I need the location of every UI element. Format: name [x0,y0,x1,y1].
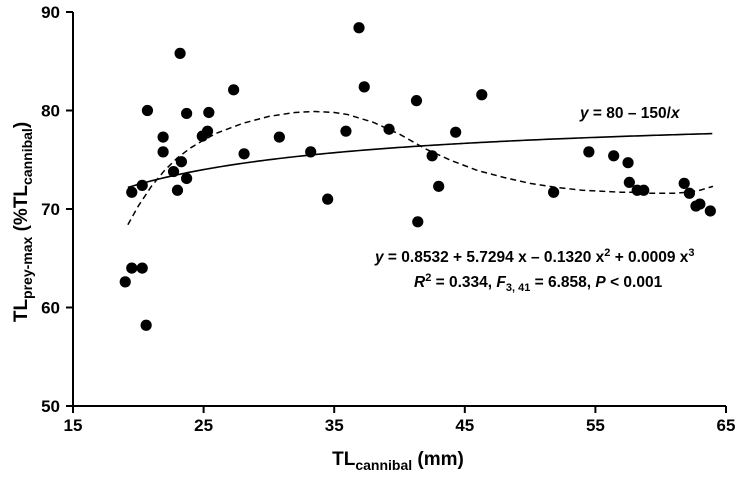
axes: 15 25 35 45 55 65 50 60 70 80 90 [41,3,735,435]
stats-p: P [595,274,606,291]
y-tick-label: 60 [41,299,60,318]
data-point [203,106,215,119]
data-point [141,104,154,117]
stats-r: R [414,274,426,291]
x-tick-label: 55 [586,416,605,435]
fit-statistics: R2 = 0.334, F3, 41 = 6.858, P < 0.001 [414,272,663,294]
x-ticks: 15 25 35 45 55 65 [64,406,736,435]
data-point [171,184,184,196]
cubic-eq-exp1: 2 [604,247,610,259]
data-point [683,187,696,199]
data-point [433,180,445,192]
data-point [704,205,716,217]
y-axis-title-sub2: cannibal [19,128,35,185]
y-ticks: 50 60 70 80 90 [41,3,73,416]
cubic-eq-mid: + 0.0009 x [610,249,688,266]
data-point [678,177,690,189]
cubic-eq-rhs: = 0.8532 + 5.7294 x – 0.1320 x [384,249,605,266]
data-point [181,107,193,120]
data-point [157,146,169,158]
x-axis-title-sub: cannibal [355,457,412,473]
data-point [136,262,148,274]
x-tick-label: 65 [717,416,736,435]
data-point [181,172,193,185]
y-axis-title-sub: prey-max [19,236,35,298]
y-tick-label: 80 [41,102,60,121]
x-tick-label: 35 [325,416,344,435]
data-point [358,81,370,93]
data-point [622,157,634,169]
data-point [228,84,240,96]
data-point [201,125,214,137]
fit-curve-dashed [127,110,714,226]
data-point [136,179,148,191]
x-tick-label: 45 [455,416,474,435]
stats-p-val: < 0.001 [606,274,663,291]
fit-curves [127,110,714,226]
data-point [322,193,334,205]
data-point [476,89,488,101]
stats-f-val: = 6.858, [530,274,595,291]
y-tick-label: 90 [41,3,60,22]
stats-f-sub: 3, 41 [506,282,530,294]
simple-eq-x: x [670,105,681,122]
simple-eq-rhs: = 80 – 150/ [589,105,672,122]
data-point [694,198,706,210]
y-tick-label: 50 [41,397,60,416]
y-axis-title-main: TL [11,299,32,323]
data-point [167,165,180,178]
data-point [174,47,186,59]
data-point [638,184,650,196]
x-axis-title-main: TL [332,449,356,470]
data-point [426,150,438,162]
data-point [119,276,131,288]
simple-fit-equation: y = 80 – 150/x [579,105,681,122]
x-tick-label: 15 [64,416,83,435]
data-point [238,148,250,160]
y-axis-title-paren-open: (%TL [11,185,32,237]
x-axis-title: TLcannibal (mm) [332,449,464,473]
data-point [273,131,285,143]
data-point [548,186,560,198]
cubic-fit-equation: y = 0.8532 + 5.7294 x – 0.1320 x2 + 0.00… [374,247,695,266]
cubic-eq-exp2: 3 [688,247,694,259]
stats-r-val: = 0.334, [431,274,496,291]
data-point [340,125,352,137]
data-points [119,22,716,331]
simple-eq-y: y [579,105,590,122]
data-point [623,176,635,188]
stats-r-exp: 2 [425,272,431,284]
x-axis-title-unit: (mm) [412,449,464,470]
data-point [175,156,187,168]
data-point [126,262,138,274]
y-tick-label: 70 [41,200,60,219]
data-point [608,150,620,162]
data-point [140,319,152,331]
data-point [157,131,169,143]
data-point [412,216,424,228]
stats-f: F [496,274,506,291]
data-point [305,146,317,158]
y-axis-title-paren-close: ) [11,122,32,128]
data-point [126,186,138,198]
x-tick-label: 25 [194,416,213,435]
data-point [583,146,595,158]
data-point [353,22,365,34]
y-axis-title: TLprey-max (%TLcannibal) [11,122,35,322]
data-point [450,126,462,138]
data-point [410,95,423,107]
cubic-eq-y: y [374,249,385,266]
data-point [383,123,395,135]
